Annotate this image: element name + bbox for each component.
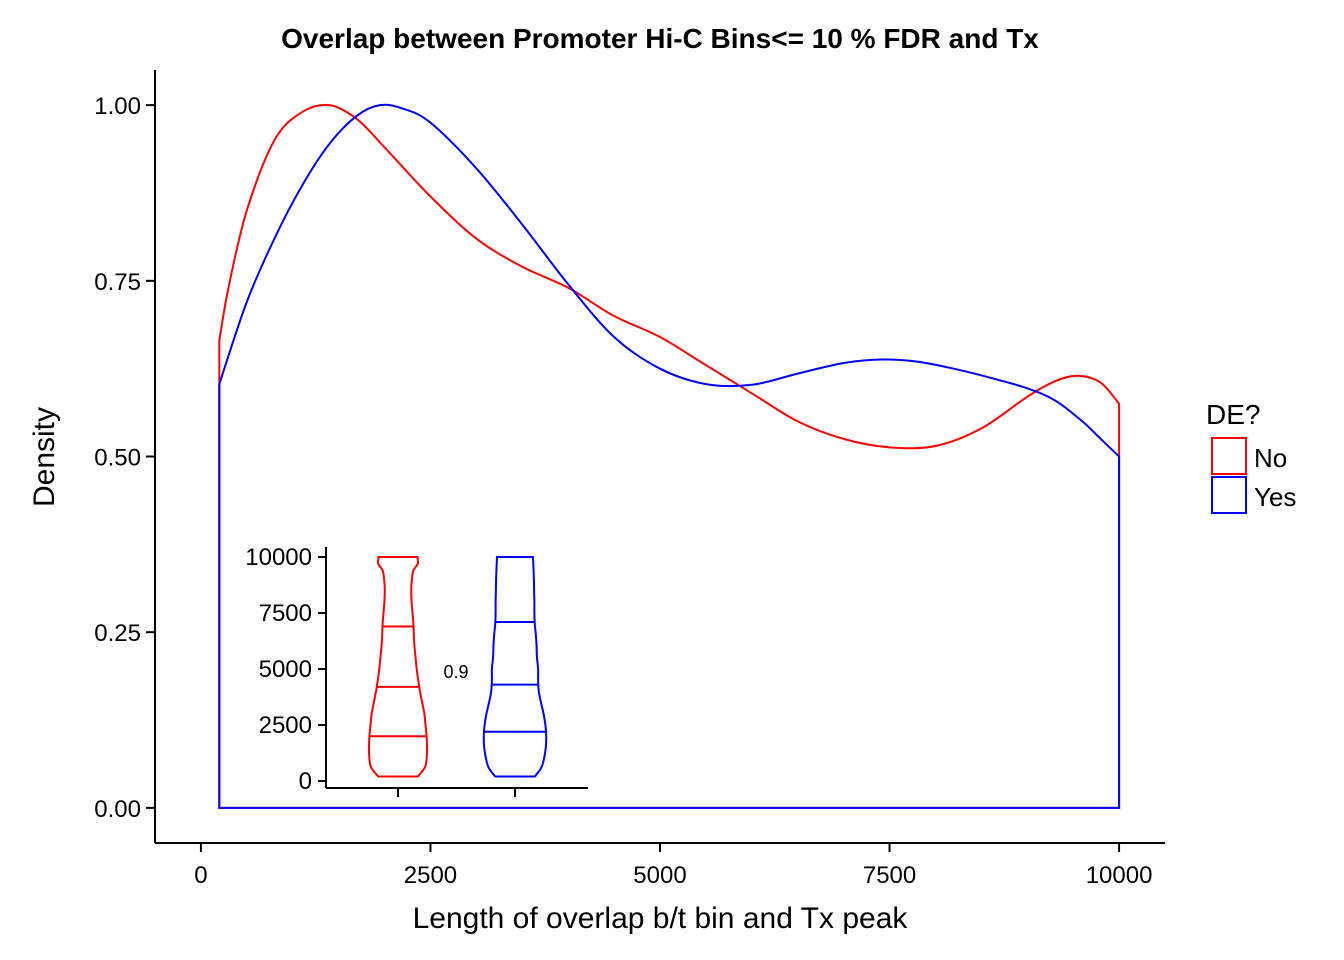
violin-no [367, 556, 429, 778]
legend-title: DE? [1206, 399, 1260, 430]
chart-title: Overlap between Promoter Hi-C Bins<= 10 … [281, 23, 1039, 54]
x-axis-ticks: 0 2500 5000 7500 10000 [194, 843, 1152, 889]
density-line-no [218, 103, 1121, 809]
y-tick-label: 0.75 [94, 269, 141, 296]
inset-y-tick-label: 5000 [259, 656, 312, 683]
legend-key-yes [1211, 476, 1247, 514]
legend: DE? No Yes [1206, 399, 1296, 514]
inset-y-tick-label: 2500 [259, 712, 312, 739]
y-tick-label: 1.00 [94, 93, 141, 120]
y-tick-label: 0.00 [94, 796, 141, 823]
inset-violin-plot: 0 2500 5000 7500 10000 0.9 [245, 544, 588, 797]
violins [367, 556, 548, 778]
density-line-yes [218, 103, 1121, 809]
y-tick-label: 0.25 [94, 620, 141, 647]
p-value-annotation: 0.9 [443, 662, 468, 682]
x-tick-label: 5000 [633, 862, 686, 889]
violin-yes [482, 556, 548, 778]
inset-y-tick-label: 10000 [245, 544, 312, 571]
y-tick-label: 0.50 [94, 445, 141, 472]
x-tick-label: 7500 [863, 862, 916, 889]
legend-label-no: No [1254, 443, 1287, 473]
x-tick-label: 2500 [404, 862, 457, 889]
inset-y-axis-ticks: 0 2500 5000 7500 10000 [245, 544, 326, 795]
x-axis-title: Length of overlap b/t bin and Tx peak [413, 902, 909, 935]
density-series [218, 103, 1121, 809]
x-tick-label: 10000 [1086, 862, 1153, 889]
y-axis-ticks: 0.00 0.25 0.50 0.75 1.00 [94, 93, 155, 823]
legend-label-yes: Yes [1254, 482, 1296, 512]
y-axis-title: Density [28, 407, 61, 507]
inset-y-tick-label: 0 [299, 768, 312, 795]
legend-key-no [1211, 437, 1247, 475]
inset-y-tick-label: 7500 [259, 600, 312, 627]
x-tick-label: 0 [194, 862, 207, 889]
